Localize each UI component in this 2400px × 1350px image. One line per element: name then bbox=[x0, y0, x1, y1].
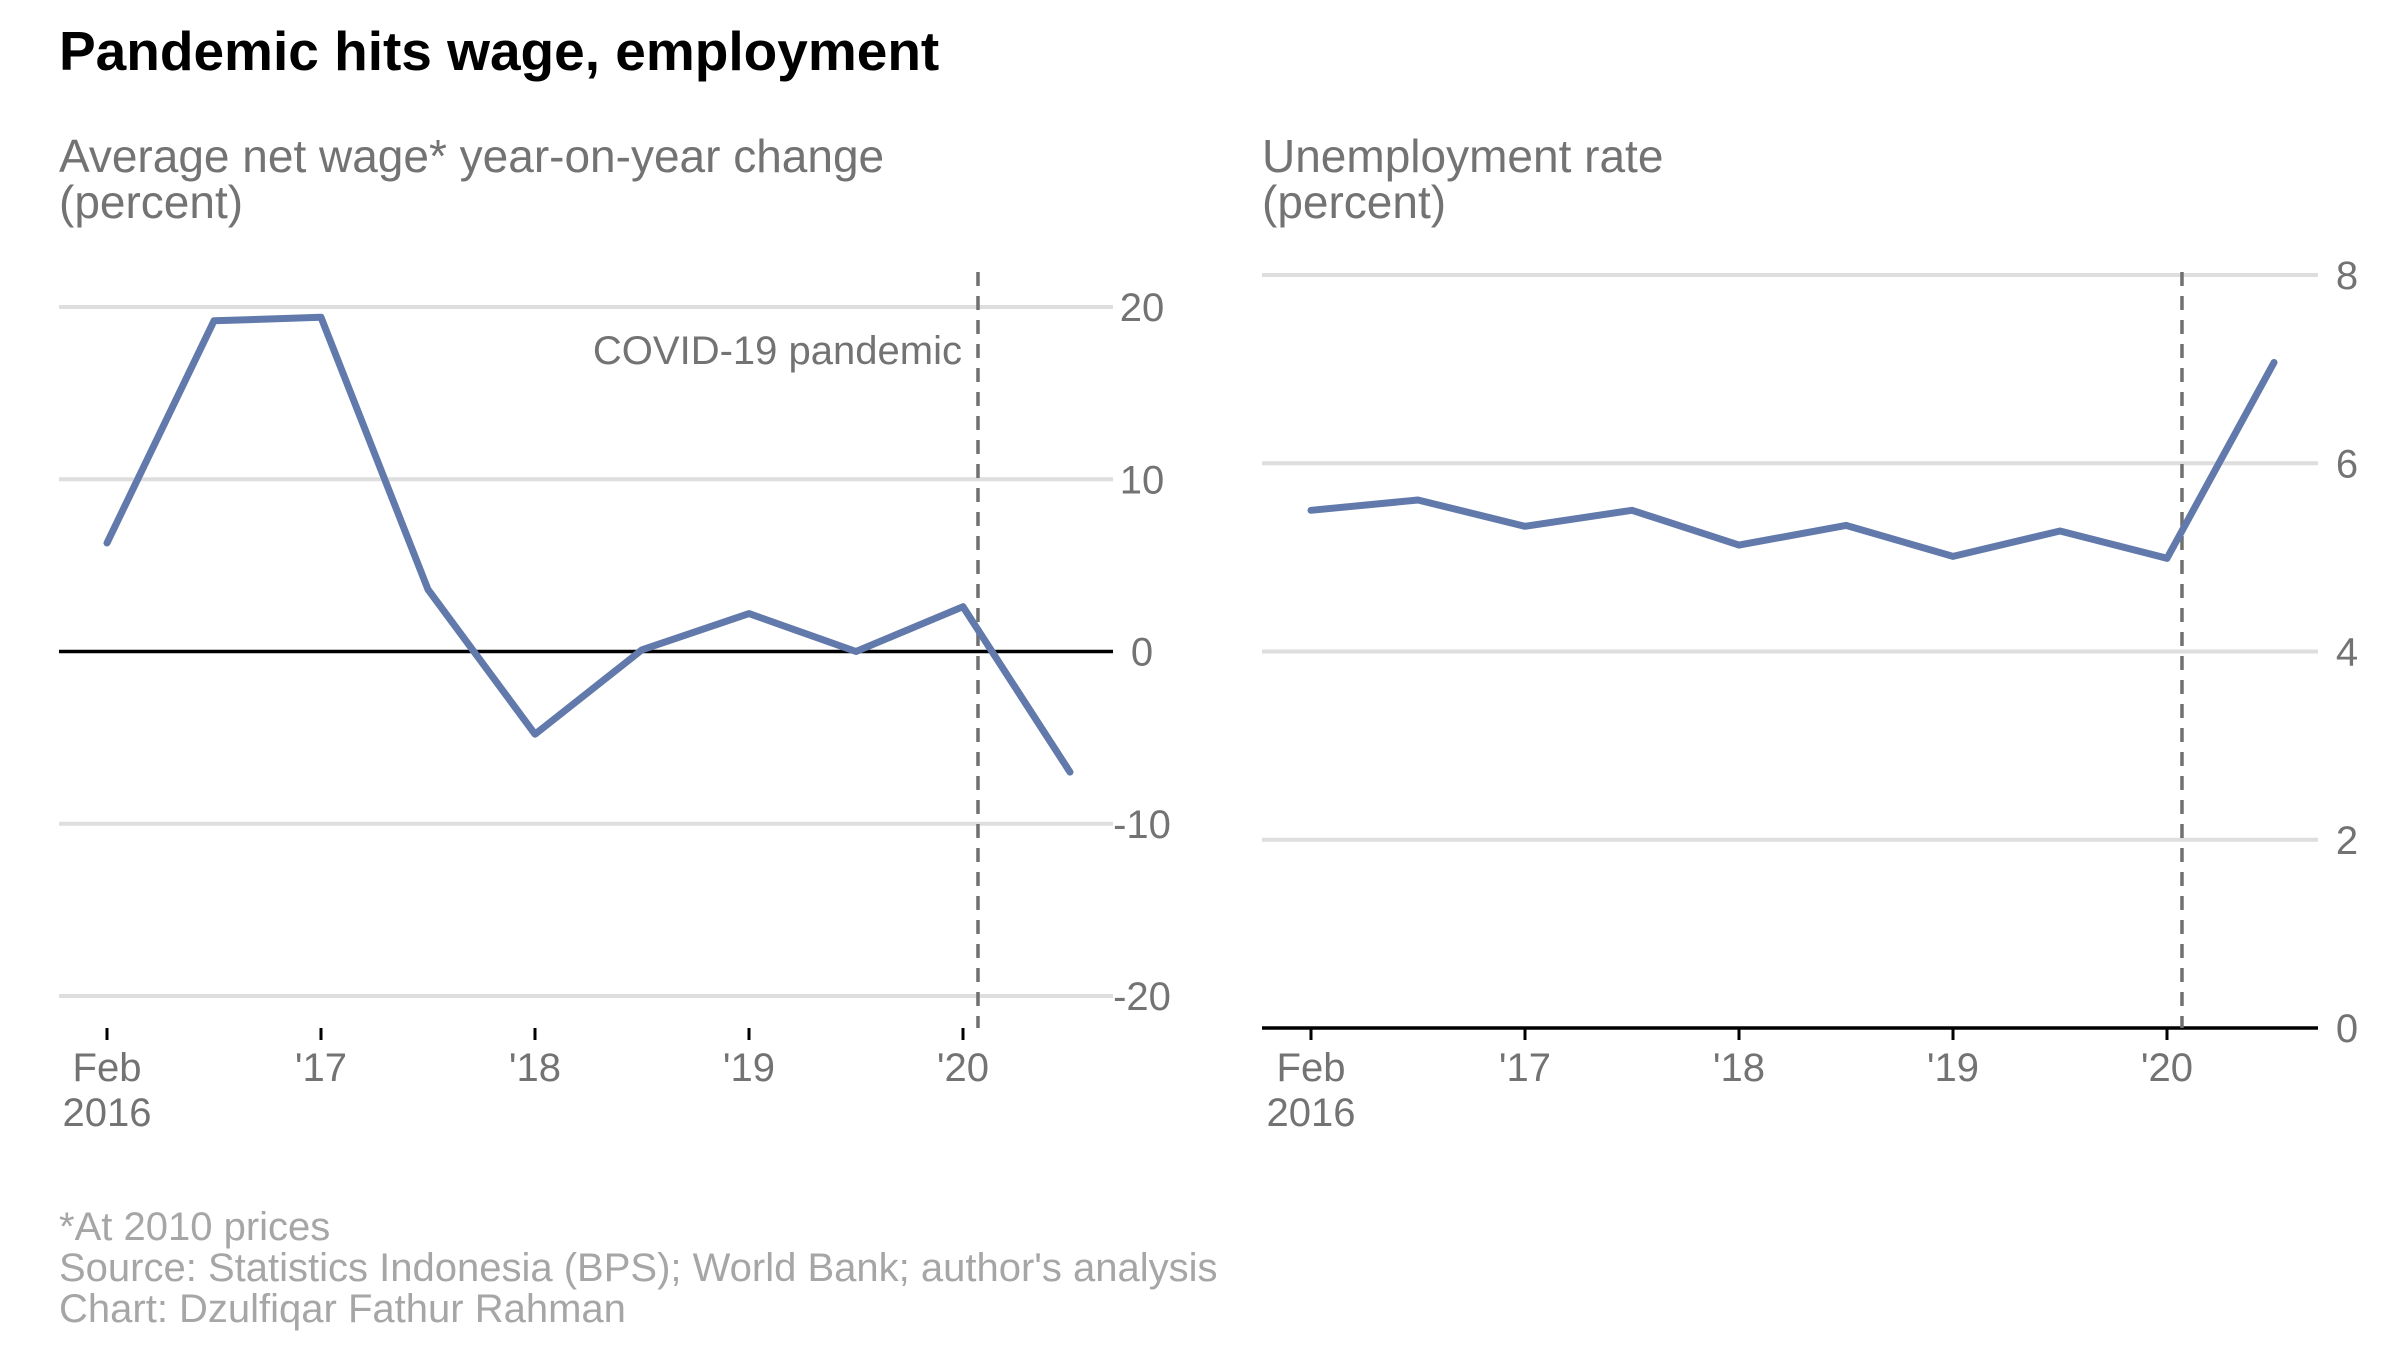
unemployment-x-tick-year-label: 2016 bbox=[1267, 1091, 1356, 1135]
unemployment-y-tick-label: 2 bbox=[2336, 819, 2358, 863]
wage-pandemic-label: COVID-19 pandemic bbox=[593, 329, 962, 373]
unemployment-x-tick-label: '17 bbox=[1499, 1046, 1551, 1090]
unemployment-y-tick-label: 6 bbox=[2336, 442, 2358, 486]
unemployment-x-tick-label: '18 bbox=[1713, 1046, 1765, 1090]
unemployment-x-tick-label: Feb bbox=[1277, 1046, 1346, 1090]
unemployment-panel-subtitle: (percent) bbox=[1262, 176, 1446, 228]
wage-y-tick-label: 20 bbox=[1120, 286, 1165, 330]
unemployment-x-tick-label: '19 bbox=[1927, 1046, 1979, 1090]
wage-y-tick-label: -10 bbox=[1113, 803, 1171, 847]
wage-y-tick-label: -20 bbox=[1113, 975, 1171, 1019]
chart-notes: *At 2010 prices Source: Statistics Indon… bbox=[59, 1205, 1218, 1331]
unemployment-series-line bbox=[1307, 359, 2278, 562]
unemployment-y-tick-label: 0 bbox=[2336, 1007, 2358, 1051]
unemployment-y-tick-label: 8 bbox=[2336, 254, 2358, 298]
note-prices: *At 2010 prices bbox=[59, 1205, 330, 1249]
unemployment-x-tick-label: '20 bbox=[2141, 1046, 2193, 1090]
wage-panel: Average net wage* year-on-year change (p… bbox=[59, 130, 1171, 1135]
wage-panel-title: Average net wage* year-on-year change bbox=[59, 130, 884, 182]
wage-x-tick-year-label: 2016 bbox=[63, 1091, 152, 1135]
wage-x-tick-label: Feb bbox=[73, 1046, 142, 1090]
note-credit: Chart: Dzulfiqar Fathur Rahman bbox=[59, 1287, 626, 1331]
note-source: Source: Statistics Indonesia (BPS); Worl… bbox=[59, 1246, 1218, 1290]
unemployment-y-tick-label: 4 bbox=[2336, 631, 2358, 675]
wage-x-tick-label: '18 bbox=[509, 1046, 561, 1090]
wage-x-tick-label: '20 bbox=[937, 1046, 989, 1090]
unemployment-panel-title: Unemployment rate bbox=[1262, 130, 1663, 182]
wage-x-tick-label: '19 bbox=[723, 1046, 775, 1090]
wage-y-tick-label: 10 bbox=[1120, 458, 1165, 502]
wage-panel-subtitle: (percent) bbox=[59, 176, 243, 228]
chart-title: Pandemic hits wage, employment bbox=[59, 20, 939, 82]
unemployment-panel: Unemployment rate (percent) 8 6 4 2 0 Feb2016… bbox=[1262, 130, 2358, 1135]
wage-x-tick-label: '17 bbox=[295, 1046, 347, 1090]
wage-y-tick-label: 0 bbox=[1131, 631, 1153, 675]
wage-series-line bbox=[103, 313, 1074, 776]
